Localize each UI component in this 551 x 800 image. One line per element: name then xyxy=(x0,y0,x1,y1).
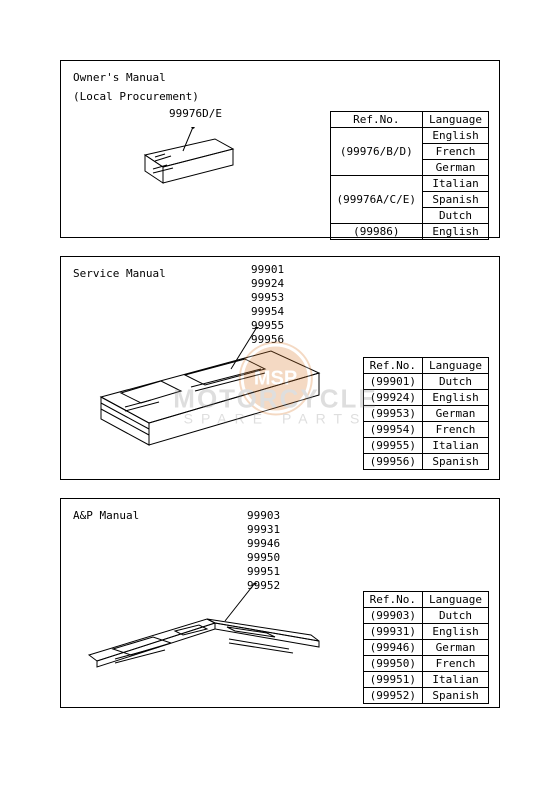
owners-ref-table: Ref.No. Language (99976/B/D) English Fre… xyxy=(330,111,489,240)
callout: 99953 xyxy=(251,291,284,305)
cell-ref: (99946) xyxy=(363,640,422,656)
th-ref: Ref.No. xyxy=(330,112,422,128)
th-ref: Ref.No. xyxy=(363,358,422,374)
cell-lang: Spanish xyxy=(423,454,489,470)
callout: 99951 xyxy=(247,565,280,579)
cell-lang: Italian xyxy=(423,672,489,688)
callout: 99924 xyxy=(251,277,284,291)
callout: 99950 xyxy=(247,551,280,565)
th-lang: Language xyxy=(423,112,489,128)
cell-lang: Dutch xyxy=(423,208,489,224)
cell-lang: English xyxy=(423,224,489,240)
callout: 99931 xyxy=(247,523,280,537)
cell-lang: Italian xyxy=(423,438,489,454)
callout: 99901 xyxy=(251,263,284,277)
section-ap-manual: A&P Manual 99903 99931 99946 99950 99951… xyxy=(60,498,500,708)
cell-lang: Dutch xyxy=(423,374,489,390)
cell-lang: English xyxy=(423,128,489,144)
cell-ref: (99955) xyxy=(363,438,422,454)
ap-ref-table: Ref.No. Language (99903)Dutch (99931)Eng… xyxy=(363,591,489,704)
diagram-canvas: Owner's Manual (Local Procurement) 99976… xyxy=(60,60,500,726)
cell-ref: (99976/B/D) xyxy=(330,128,422,176)
cell-ref: (99903) xyxy=(363,608,422,624)
cell-ref: (99931) xyxy=(363,624,422,640)
cell-ref: (99951) xyxy=(363,672,422,688)
cell-ref: (99976A/C/E) xyxy=(330,176,422,224)
cell-lang: Spanish xyxy=(423,688,489,704)
callout: 99954 xyxy=(251,305,284,319)
section-owners-manual: Owner's Manual (Local Procurement) 99976… xyxy=(60,60,500,238)
owners-title-1: Owner's Manual xyxy=(73,71,487,84)
th-lang: Language xyxy=(423,358,489,374)
ap-manual-icon xyxy=(79,583,339,703)
cell-lang: French xyxy=(423,144,489,160)
cell-lang: French xyxy=(423,422,489,438)
cell-lang: English xyxy=(423,390,489,406)
cell-lang: English xyxy=(423,624,489,640)
cell-ref: (99953) xyxy=(363,406,422,422)
th-lang: Language xyxy=(423,592,489,608)
owners-callout-label: 99976D/E xyxy=(169,107,222,120)
service-manual-icon xyxy=(81,327,341,467)
callout: 99946 xyxy=(247,537,280,551)
cell-lang: German xyxy=(423,640,489,656)
cell-lang: German xyxy=(423,160,489,176)
cell-ref: (99901) xyxy=(363,374,422,390)
th-ref: Ref.No. xyxy=(363,592,422,608)
owners-booklet-icon xyxy=(125,127,255,207)
cell-ref: (99954) xyxy=(363,422,422,438)
cell-ref: (99950) xyxy=(363,656,422,672)
section-service-manual: Service Manual 99901 99924 99953 99954 9… xyxy=(60,256,500,480)
service-ref-table: Ref.No. Language (99901)Dutch (99924)Eng… xyxy=(363,357,489,470)
cell-lang: Dutch xyxy=(423,608,489,624)
cell-ref: (99924) xyxy=(363,390,422,406)
cell-lang: Italian xyxy=(423,176,489,192)
cell-ref: (99986) xyxy=(330,224,422,240)
ap-callouts: 99903 99931 99946 99950 99951 99952 xyxy=(247,509,280,593)
cell-ref: (99956) xyxy=(363,454,422,470)
cell-lang: Spanish xyxy=(423,192,489,208)
owners-title-2: (Local Procurement) xyxy=(73,90,487,103)
cell-ref: (99952) xyxy=(363,688,422,704)
callout: 99903 xyxy=(247,509,280,523)
cell-lang: German xyxy=(423,406,489,422)
cell-lang: French xyxy=(423,656,489,672)
